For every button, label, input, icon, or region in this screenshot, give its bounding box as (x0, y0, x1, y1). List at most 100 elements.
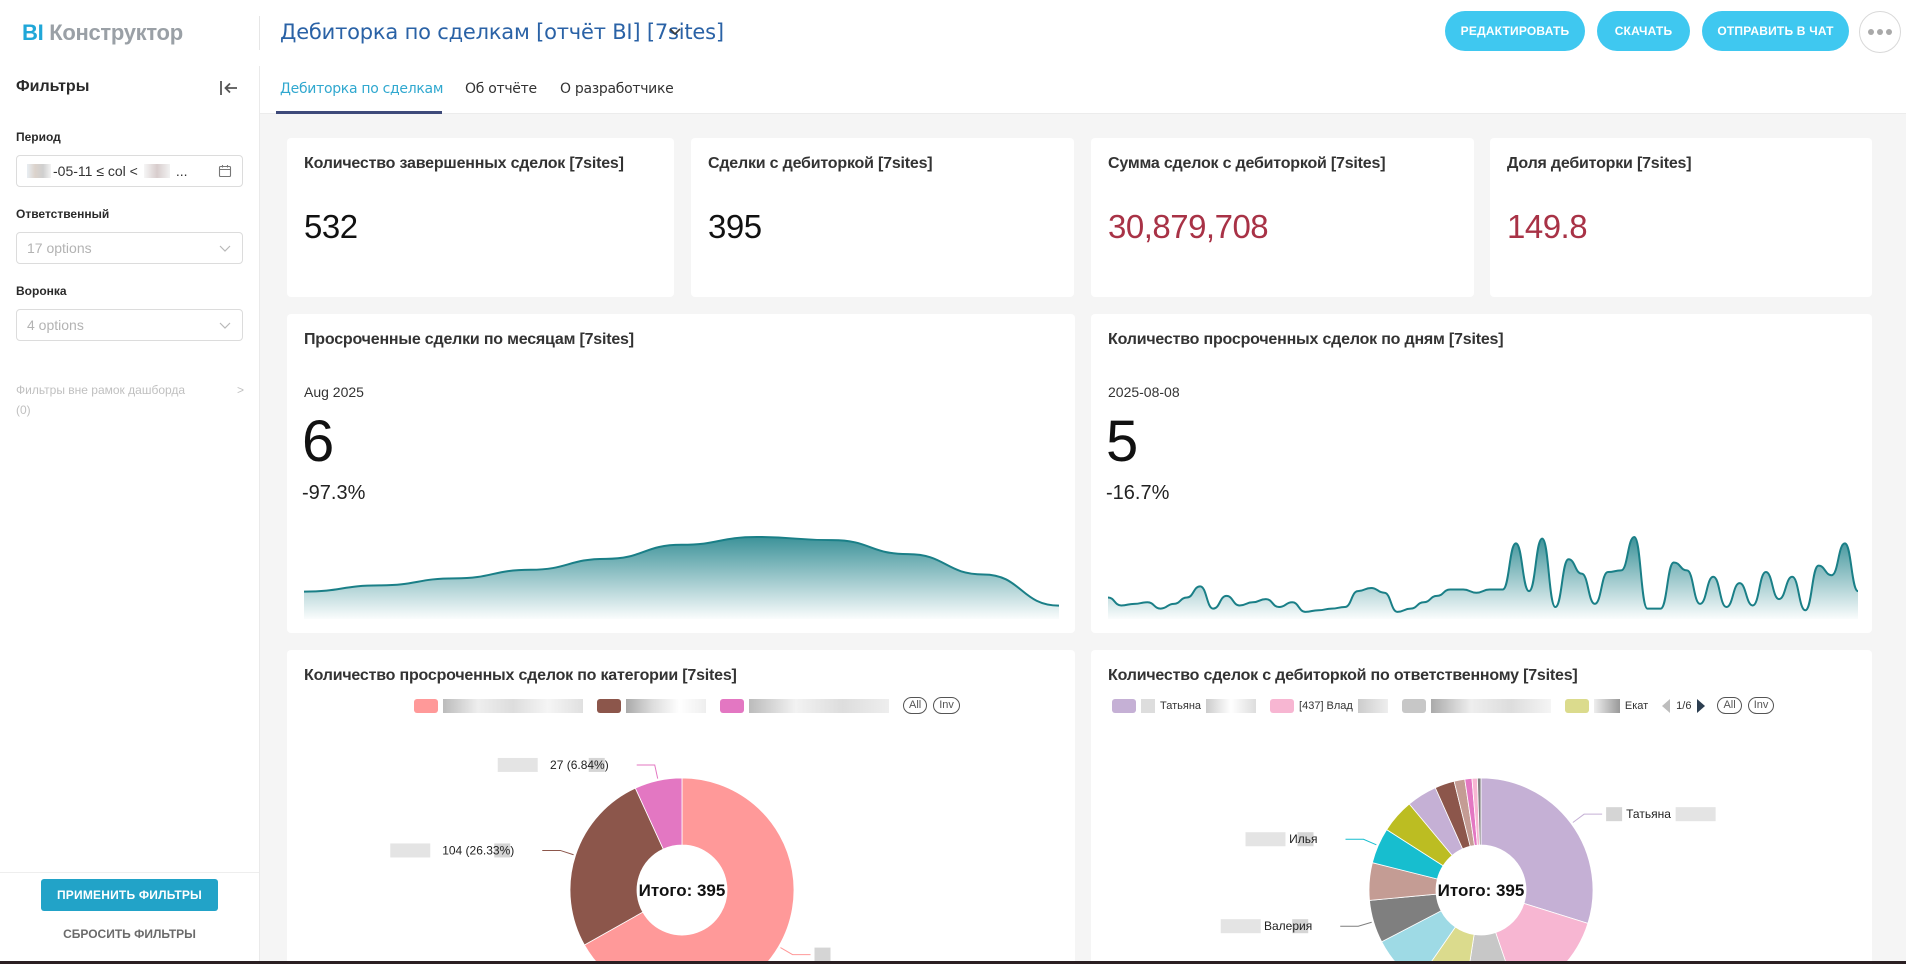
redacted-text (1220, 919, 1261, 934)
logo-name: Конструктор (49, 20, 183, 45)
pie-slice-label: Татьяна (1606, 807, 1716, 822)
redacted-text (1141, 698, 1155, 713)
pie-deals-by-responsible[interactable]: Количество сделок с дебиторкой по ответс… (1091, 650, 1872, 964)
pie-slice[interactable] (583, 777, 795, 964)
bottom-edge (0, 961, 1906, 964)
responsible-select[interactable]: 17 options (16, 232, 243, 264)
dashboard-canvas: Количество завершенных сделок [7sites] 5… (260, 114, 1906, 964)
pie-label-text: Валерия (1264, 919, 1312, 933)
pie-label-text: Илья (1289, 832, 1317, 846)
redacted-text (1675, 807, 1716, 822)
legend-invert[interactable]: Inv (1747, 697, 1775, 714)
redacted-text (626, 698, 706, 713)
chart-title: Просроченные сделки по месяцам [7sites] (304, 331, 634, 348)
tab-about-report[interactable]: Об отчёте (465, 81, 537, 97)
legend-next-page-icon[interactable] (1697, 698, 1706, 713)
legend-prev-page-icon[interactable] (1662, 698, 1671, 713)
active-tab-indicator (276, 111, 442, 114)
pie-label-text: 104 (26.33%) (442, 843, 514, 857)
more-options-button[interactable] (1859, 11, 1901, 53)
big-number-overdue-by-month[interactable]: Просроченные сделки по месяцам [7sites] … (287, 314, 1075, 633)
big-number-overdue-by-day[interactable]: Количество просроченных сделок по дням [… (1091, 314, 1872, 633)
tab-receivables[interactable]: Дебиторка по сделкам (280, 81, 444, 97)
donut-center-total: Итого: 395 (1438, 881, 1525, 900)
legend-select-all[interactable]: All (903, 697, 928, 714)
kpi-value: 532 (304, 208, 358, 245)
trendline-chart (304, 535, 1059, 619)
redacted-text (1297, 832, 1314, 847)
pie-overdue-by-category[interactable]: Количество просроченных сделок по катего… (287, 650, 1075, 964)
legend-label: Екат (1624, 699, 1649, 712)
edit-button[interactable]: РЕДАКТИРОВАТЬ (1445, 11, 1585, 51)
legend-swatch (1564, 698, 1589, 713)
legend-item[interactable] (414, 698, 583, 713)
legend-item[interactable] (720, 698, 889, 713)
apply-filters-button[interactable]: ПРИМЕНИТЬ ФИЛЬТРЫ (41, 879, 218, 911)
dot-icon (1868, 29, 1874, 35)
kpi-title: Количество завершенных сделок [7sites] (304, 155, 624, 172)
trendline-line (304, 535, 1059, 607)
pie-slice[interactable] (1476, 777, 1482, 846)
redacted-text (588, 757, 605, 772)
big-number-value: 6 (302, 409, 335, 474)
download-button[interactable]: СКАЧАТЬ (1597, 11, 1690, 51)
big-number-date: 2025-08-08 (1108, 384, 1180, 400)
pie-label-text: Татьяна (1626, 807, 1671, 821)
outside-filters-link[interactable]: Фильтры вне рамок дашборда (0) > (16, 380, 244, 420)
big-number-delta: -16.7% (1106, 482, 1170, 504)
kpi-card-receivables-sum[interactable]: Сумма сделок с дебиторкой [7sites] 30,87… (1091, 138, 1474, 297)
pie-legend: All Inv (414, 697, 960, 714)
pie-slice[interactable] (1480, 777, 1594, 924)
donut-center-total: Итого: 395 (639, 881, 726, 900)
chevron-down-icon[interactable] (665, 22, 685, 42)
funnel-select[interactable]: 4 options (16, 309, 243, 341)
legend-swatch (1270, 698, 1295, 713)
pie-slice[interactable] (1464, 932, 1518, 964)
top-bar: BI Конструктор Дебиторка по сделкам [отч… (0, 0, 1906, 66)
logo-bi: BI (22, 20, 44, 45)
pie-label-leader (636, 764, 659, 779)
kpi-card-receivables-share[interactable]: Доля дебиторки [7sites] 149.8 (1490, 138, 1872, 297)
donut-chart: ТатьянаВладВладимирВалерияИльяИтого: 395 (1220, 777, 1716, 964)
filter-label-responsible: Ответственный (16, 207, 110, 221)
redacted-text (1357, 698, 1388, 713)
legend-item[interactable]: [437] Влад (1270, 698, 1388, 713)
pie-slice[interactable] (569, 787, 664, 946)
period-ellipsis: ... (175, 163, 188, 179)
send-to-chat-button[interactable]: ОТПРАВИТЬ В ЧАТ (1702, 11, 1849, 51)
redacted-text (390, 843, 431, 858)
kpi-card-deals-with-receivables[interactable]: Сделки с дебиторкой [7sites] 395 (691, 138, 1074, 297)
kpi-value: 30,879,708 (1108, 208, 1269, 245)
pie-slice[interactable] (1417, 926, 1475, 964)
redacted-text (1245, 832, 1286, 847)
dashboard-title[interactable]: Дебиторка по сделкам [отчёт BI] [7sites] (280, 20, 724, 44)
pie-label-leader (1340, 921, 1372, 927)
kpi-title: Сумма сделок с дебиторкой [7sites] (1108, 155, 1386, 172)
legend-item[interactable] (1401, 698, 1551, 713)
legend-item[interactable] (597, 698, 706, 713)
redacted-text (494, 843, 511, 858)
kpi-card-completed-deals[interactable]: Количество завершенных сделок [7sites] 5… (287, 138, 674, 297)
legend-item[interactable]: Татьяна (1112, 698, 1257, 713)
tab-about-developer[interactable]: О разработчике (560, 81, 674, 97)
collapse-sidebar-icon[interactable] (218, 78, 240, 98)
legend-label: [437] Влад (1299, 699, 1353, 712)
pie-slice-label: Илья (1245, 832, 1317, 847)
big-number-delta: -97.3% (302, 482, 366, 504)
trendline-area (1108, 537, 1858, 619)
pie-slice[interactable] (634, 777, 683, 850)
pie-slice-label: 27 (6.84%) (497, 757, 609, 772)
chart-title: Количество сделок с дебиторкой по ответс… (1108, 667, 1578, 684)
kpi-value: 149.8 (1507, 208, 1588, 245)
dashboard-tabs: Дебиторка по сделкам Об отчёте О разрабо… (260, 66, 1906, 114)
logo[interactable]: BI Конструктор (22, 20, 183, 46)
legend-item[interactable]: Екат (1564, 698, 1649, 713)
pie-slice[interactable] (1495, 902, 1589, 964)
period-date-range-input[interactable]: -05-11 ≤ col < ... (16, 155, 243, 187)
legend-invert[interactable]: Inv (933, 697, 960, 714)
legend-select-all[interactable]: All (1717, 697, 1742, 714)
reset-filters-button[interactable]: СБРОСИТЬ ФИЛЬТРЫ (41, 923, 218, 945)
pie-label-leader (1572, 813, 1603, 823)
chevron-down-icon (219, 322, 231, 329)
